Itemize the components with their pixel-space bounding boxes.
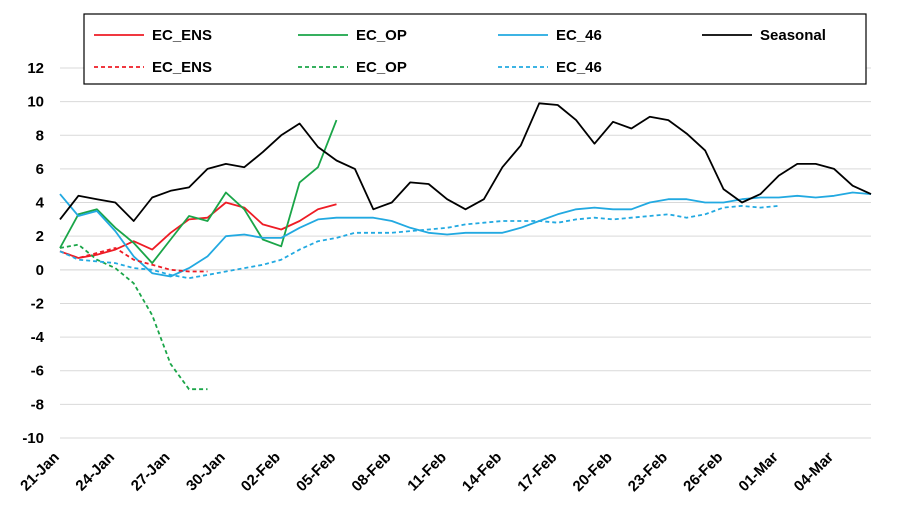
y-tick-label: 2: [36, 228, 44, 245]
x-tick-label: 14-Feb: [459, 449, 505, 495]
series-line-ec-op-solid: [59, 119, 338, 265]
legend-label: EC_OP: [356, 27, 407, 44]
x-tick-label: 21-Jan: [17, 449, 63, 495]
legend-label: EC_ENS: [152, 59, 212, 76]
series-line-ec-46-dashed: [59, 204, 779, 280]
y-tick-label: -2: [31, 295, 44, 312]
series-line-ec-ens-dashed: [59, 247, 208, 273]
y-tick-label: 10: [27, 94, 44, 111]
legend: EC_ENS EC_OP EC_46 Seasonal EC_ENS EC_OP EC_46: [83, 13, 867, 85]
series-line-ec-op-dashed: [59, 243, 208, 391]
x-tick-label: 08-Feb: [348, 449, 394, 495]
x-tick-label: 17-Feb: [514, 449, 560, 495]
x-axis-ticks: 21-Jan 24-Jan 27-Jan 30-Jan 02-Feb 05-Feb 08-F…: [17, 449, 837, 495]
x-tick-label: 01-Mar: [735, 449, 781, 495]
legend-label: EC_OP: [356, 59, 407, 76]
x-tick-label: 20-Feb: [570, 449, 616, 495]
y-axis-ticks: 12 10 8 6 4 2 0 -2 -4 -6 -8 -10: [22, 60, 44, 447]
gridlines: [60, 67, 871, 439]
series-line-ec-46-solid: [59, 191, 872, 278]
y-tick-label: 12: [27, 60, 44, 77]
x-tick-label: 05-Feb: [293, 449, 339, 495]
legend-label: EC_ENS: [152, 27, 212, 44]
y-tick-label: 8: [36, 127, 44, 144]
y-tick-label: -8: [31, 396, 44, 413]
legend-label: EC_46: [556, 59, 602, 76]
y-tick-label: -4: [31, 329, 45, 346]
legend-label: EC_46: [556, 27, 602, 44]
y-tick-label: -6: [31, 363, 44, 380]
x-tick-label: 30-Jan: [183, 449, 229, 495]
y-tick-label: 6: [36, 161, 44, 178]
legend-label: Seasonal: [760, 27, 826, 44]
x-tick-label: 26-Feb: [680, 449, 726, 495]
x-tick-label: 27-Jan: [128, 449, 174, 495]
x-tick-label: 24-Jan: [72, 449, 118, 495]
x-tick-label: 02-Feb: [238, 449, 284, 495]
series-line-seasonal-solid: [59, 102, 872, 222]
series-lines: [59, 102, 872, 391]
x-tick-label: 23-Feb: [625, 449, 671, 495]
legend-box: [83, 13, 867, 85]
y-tick-label: -10: [22, 430, 44, 447]
y-tick-label: 4: [36, 195, 45, 212]
x-tick-label: 11-Feb: [404, 449, 450, 495]
x-tick-label: 04-Mar: [791, 449, 837, 495]
y-tick-label: 0: [36, 262, 44, 279]
